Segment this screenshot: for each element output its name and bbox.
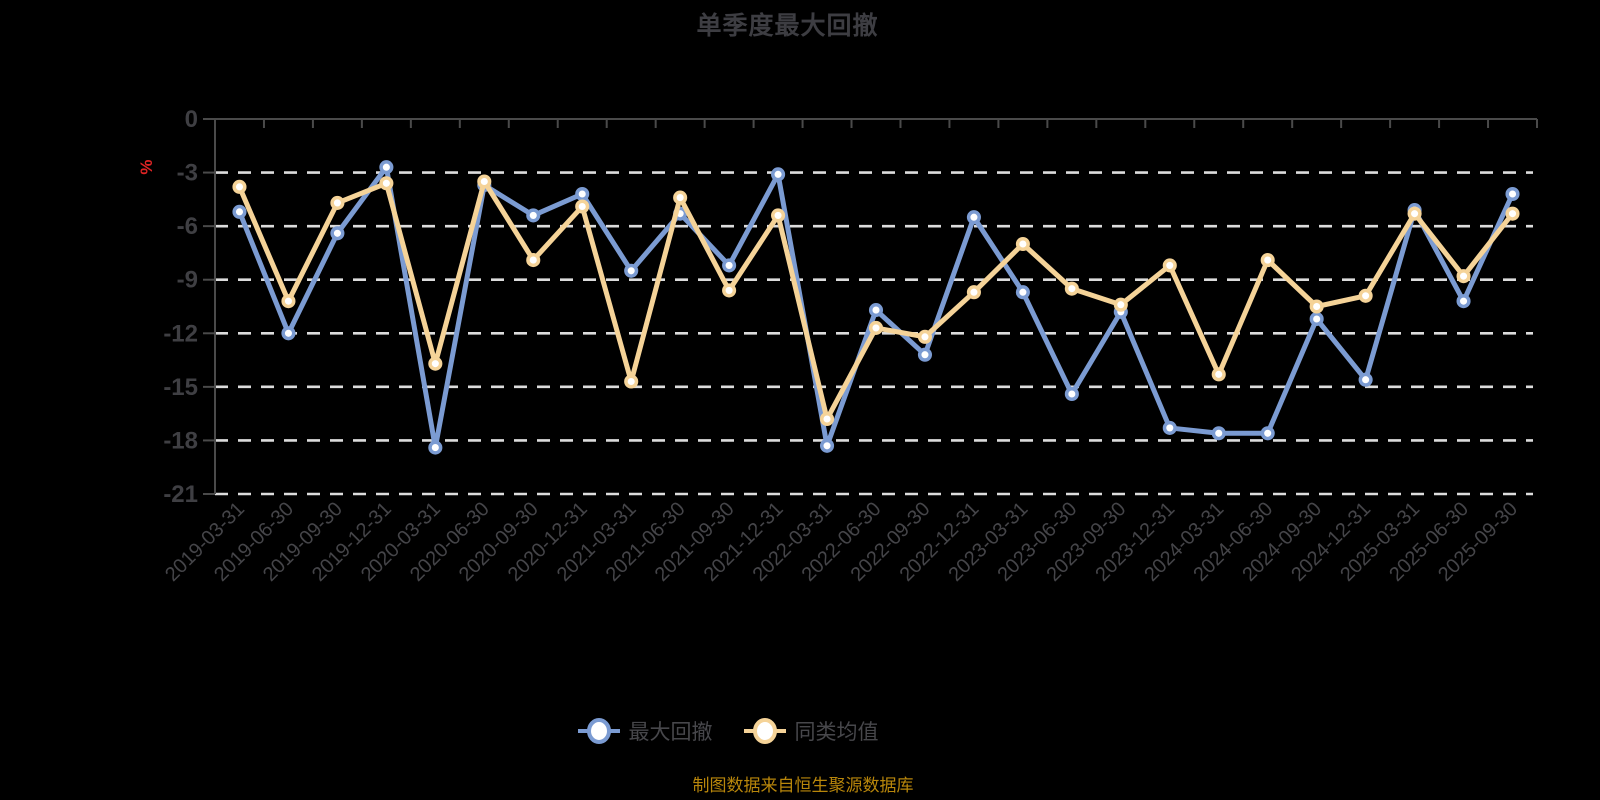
data-point[interactable] xyxy=(917,329,933,344)
data-point[interactable] xyxy=(1162,258,1177,273)
data-point[interactable] xyxy=(526,208,541,223)
data-point[interactable] xyxy=(477,174,492,189)
data-point[interactable] xyxy=(722,283,737,298)
data-point[interactable] xyxy=(1260,253,1275,268)
y-axis-unit-label: % xyxy=(137,159,156,174)
data-source-note: 制图数据来自恒生聚源数据库 xyxy=(692,776,914,795)
data-point[interactable] xyxy=(1162,420,1177,435)
data-point[interactable] xyxy=(281,294,296,309)
data-point[interactable] xyxy=(819,438,835,453)
data-point[interactable] xyxy=(428,440,443,455)
data-point[interactable] xyxy=(575,186,590,202)
data-point[interactable] xyxy=(1505,186,1520,202)
data-point[interactable] xyxy=(1064,386,1079,402)
data-point[interactable] xyxy=(232,204,247,219)
y-axis-label: -18 xyxy=(163,427,198,454)
data-point[interactable] xyxy=(575,199,590,214)
data-point[interactable] xyxy=(1064,281,1079,296)
data-point[interactable] xyxy=(771,167,786,182)
data-point[interactable] xyxy=(379,176,394,191)
data-point[interactable] xyxy=(428,356,443,371)
data-point[interactable] xyxy=(917,347,933,362)
data-point[interactable] xyxy=(526,253,541,268)
y-axis-label: 0 xyxy=(185,106,198,133)
data-point[interactable] xyxy=(624,263,639,278)
data-point[interactable] xyxy=(281,326,296,341)
series-line[interactable] xyxy=(236,179,1516,422)
data-point[interactable] xyxy=(1309,311,1324,327)
legend-label: 最大回撤 xyxy=(628,721,713,744)
data-point[interactable] xyxy=(1309,299,1324,314)
legend: 最大回撤 同类均值 xyxy=(0,716,1455,746)
data-point[interactable] xyxy=(1211,426,1226,441)
y-axis-label: -12 xyxy=(163,320,198,347)
data-point[interactable] xyxy=(722,258,737,273)
data-point[interactable] xyxy=(868,320,884,335)
data-point[interactable] xyxy=(1505,206,1520,221)
y-axis-label: -15 xyxy=(163,374,198,401)
data-point[interactable] xyxy=(966,210,981,225)
y-axis-label: -6 xyxy=(177,213,198,240)
legend-label: 同类均值 xyxy=(794,721,879,744)
data-point[interactable] xyxy=(868,303,884,318)
data-point[interactable] xyxy=(1260,426,1275,441)
line-series-icon xyxy=(743,718,786,744)
data-point[interactable] xyxy=(966,285,981,300)
data-point[interactable] xyxy=(330,195,345,210)
chart-title: 单季度最大回撤 xyxy=(696,12,879,40)
data-point[interactable] xyxy=(1456,294,1471,309)
data-point[interactable] xyxy=(1407,206,1422,221)
data-point[interactable] xyxy=(1015,285,1030,300)
legend-item-max-drawdown[interactable]: 最大回撤 xyxy=(577,716,713,746)
data-point[interactable] xyxy=(232,179,247,194)
data-point[interactable] xyxy=(330,226,345,241)
data-point[interactable] xyxy=(1358,372,1373,387)
data-point[interactable] xyxy=(1015,236,1030,252)
y-axis-label: -9 xyxy=(177,267,198,294)
data-point[interactable] xyxy=(1456,269,1471,284)
data-point[interactable] xyxy=(771,208,786,223)
data-point[interactable] xyxy=(1113,297,1128,312)
data-point[interactable] xyxy=(379,160,394,175)
legend-item-category-average[interactable]: 同类均值 xyxy=(743,716,879,746)
data-point[interactable] xyxy=(1358,288,1373,303)
y-axis-label: -21 xyxy=(163,481,198,508)
data-point[interactable] xyxy=(673,190,688,205)
data-point[interactable] xyxy=(819,411,835,427)
y-axis-label: -3 xyxy=(177,160,198,187)
line-series-icon xyxy=(577,718,620,744)
data-point[interactable] xyxy=(624,374,639,389)
line-chart: 0-3-6-9-12-15-18-21%2019-03-312019-06-30… xyxy=(137,106,1538,586)
data-point[interactable] xyxy=(1211,367,1226,382)
